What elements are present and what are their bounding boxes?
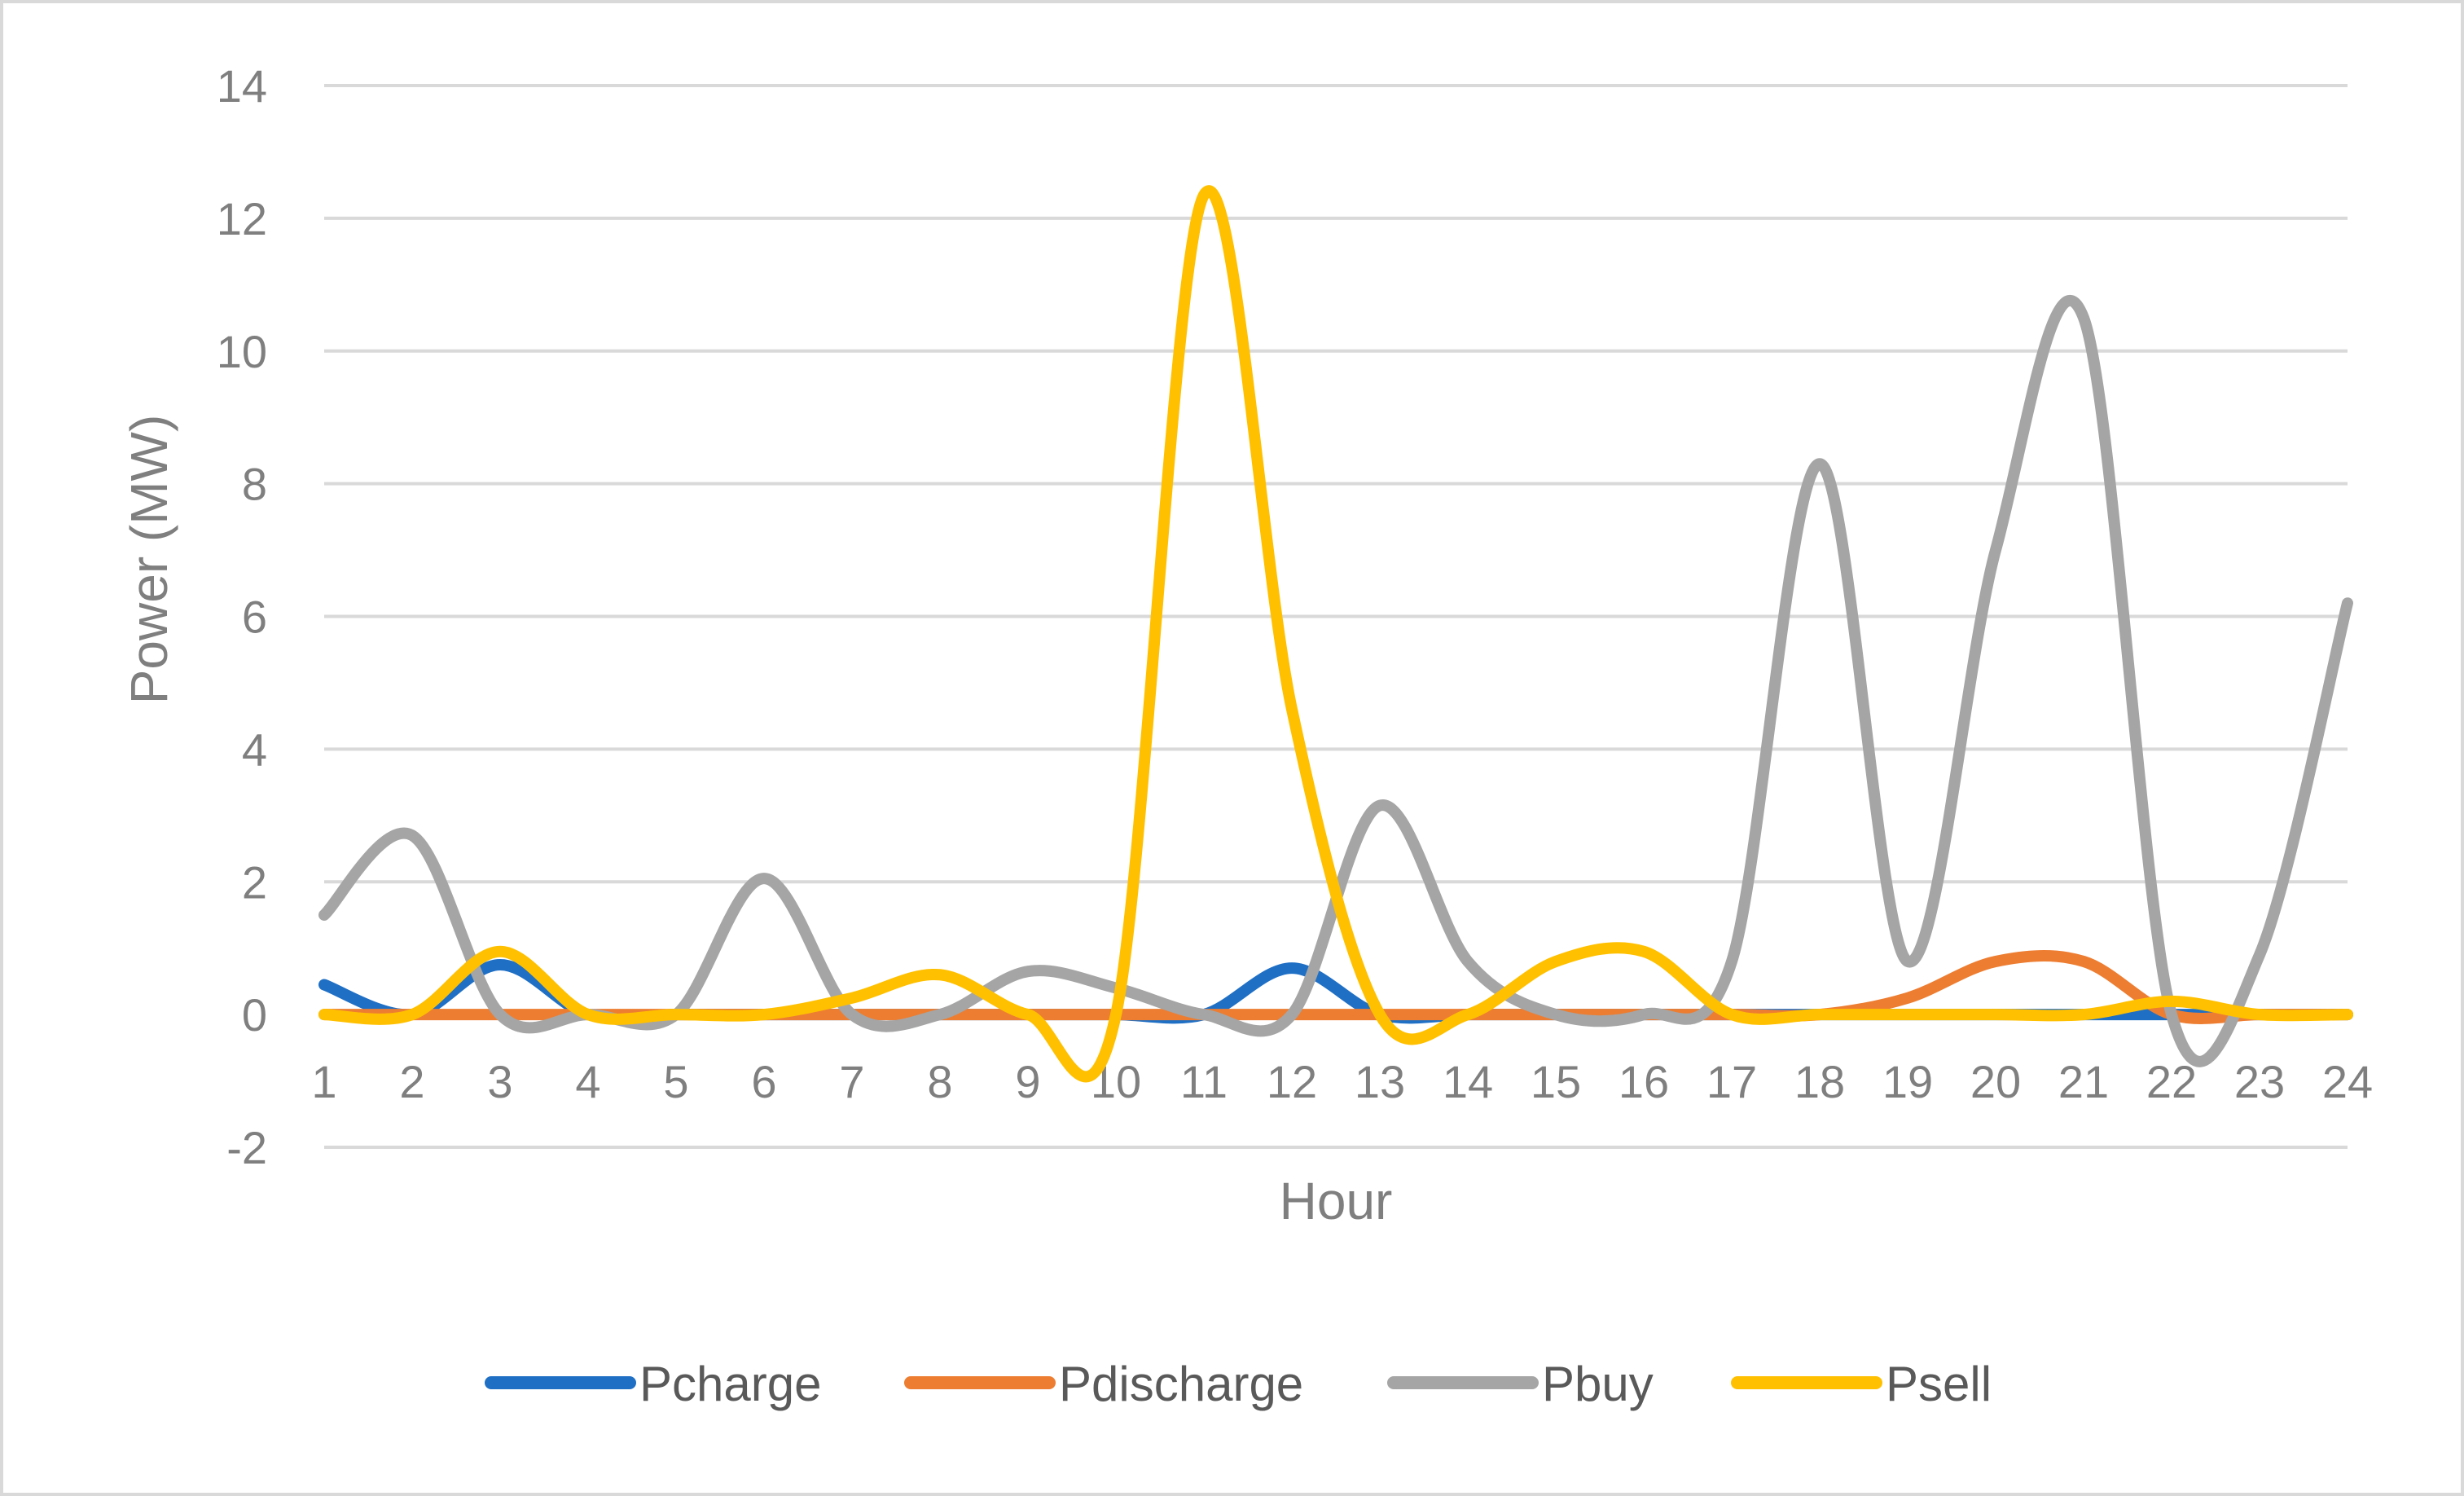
x-tick-label: 22: [2146, 1056, 2197, 1107]
x-tick-label: 8: [927, 1056, 952, 1107]
series-lines: [318, 185, 2353, 1083]
legend-label-psell: Psell: [1886, 1357, 1992, 1411]
y-tick-label: 8: [242, 459, 267, 510]
x-tick-label: 3: [487, 1056, 512, 1107]
y-tick-label: 14: [217, 60, 267, 112]
x-tick-label: 6: [751, 1056, 776, 1107]
y-tick-label: -2: [226, 1122, 267, 1173]
x-tick-label: 16: [1619, 1056, 1669, 1107]
y-tick-label: 12: [217, 193, 267, 244]
x-tick-label: 17: [1706, 1056, 1757, 1107]
x-tick-label: 12: [1267, 1056, 1317, 1107]
x-tick-label: 4: [575, 1056, 600, 1107]
x-tick-label: 15: [1531, 1056, 1581, 1107]
y-axis-title: Power (MW): [120, 415, 178, 705]
x-tick-label: 24: [2322, 1056, 2373, 1107]
y-tick-labels: -2 0 2 4 6 8 10 12 14: [217, 60, 267, 1173]
x-tick-labels: 1 2 3 4 5 6 7 8 9 10 11 12 13 14 15 16 17 18 19 20 21 22 23 24: [311, 1056, 2373, 1107]
x-tick-label: 14: [1443, 1056, 1493, 1107]
y-tick-label: 2: [242, 856, 267, 908]
x-tick-label: 20: [1970, 1056, 2021, 1107]
x-tick-label: 23: [2234, 1056, 2285, 1107]
x-tick-label: 18: [1794, 1056, 1845, 1107]
legend-label-pbuy: Pbuy: [1542, 1357, 1654, 1411]
y-tick-label: 10: [217, 326, 267, 377]
series-line-pbuy: [318, 295, 2353, 1067]
y-tick-label: 0: [242, 989, 267, 1041]
x-tick-label: 5: [663, 1056, 688, 1107]
y-tick-label: 4: [242, 724, 267, 775]
legend-label-pcharge: Pcharge: [639, 1357, 821, 1411]
x-tick-label: 11: [1180, 1056, 1228, 1107]
legend-label-pdischarge: Pdischarge: [1059, 1357, 1303, 1411]
x-tick-label: 2: [399, 1056, 424, 1107]
series-line-psell: [318, 185, 2353, 1083]
x-axis-title: Hour: [1280, 1172, 1393, 1230]
x-tick-label: 1: [311, 1056, 336, 1107]
x-tick-label: 7: [839, 1056, 864, 1107]
x-tick-label: 19: [1882, 1056, 1933, 1107]
y-tick-label: 6: [242, 592, 267, 643]
x-tick-label: 21: [2058, 1056, 2109, 1107]
legend: Pcharge Pdischarge Pbuy Psell: [485, 1357, 1992, 1411]
x-tick-label: 13: [1355, 1056, 1405, 1107]
x-tick-label: 9: [1015, 1056, 1040, 1107]
